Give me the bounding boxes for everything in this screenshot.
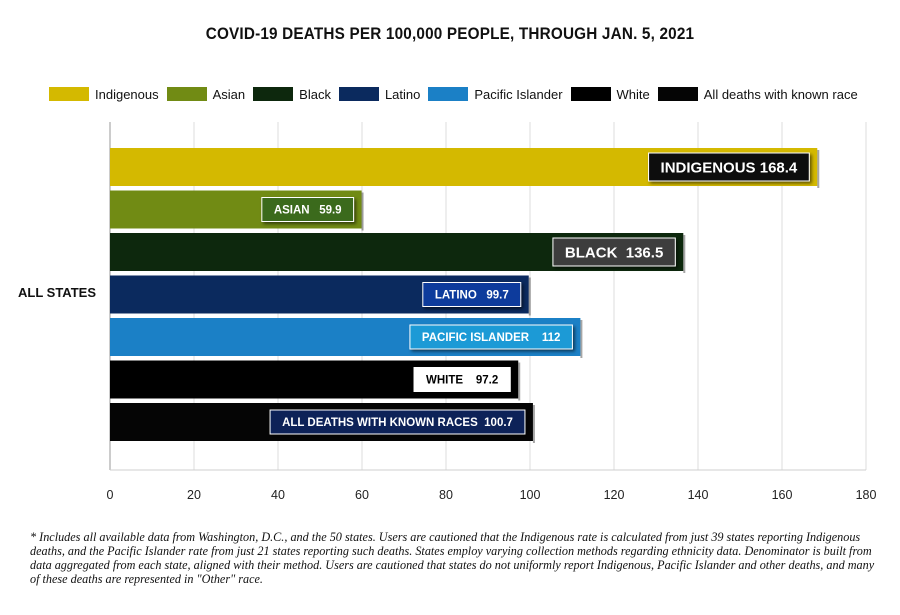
legend-item: Latino (338, 86, 421, 102)
x-tick-label: 120 (604, 488, 625, 502)
data-label-text: INDIGENOUS 168.4 (661, 159, 798, 176)
data-label-box (409, 324, 573, 350)
bar-chart: 0 20 40 60 80 100 120 140 160 180 INDIGENOUS 168.… (107, 122, 877, 502)
legend-label: White (616, 86, 650, 102)
data-label-box (422, 282, 522, 307)
data-label-box (648, 152, 810, 182)
x-tick-label: 180 (856, 488, 877, 502)
legend-swatch (428, 87, 469, 101)
data-label: PACIFIC ISLANDER 112 (409, 324, 573, 350)
x-tick-label: 100 (520, 488, 541, 502)
legend-label: Black (299, 86, 331, 102)
category-label: ALL STATES (18, 285, 96, 300)
data-label: INDIGENOUS 168.4 (648, 152, 810, 182)
footnote: * Includes all available data from Washi… (30, 530, 875, 586)
bar-shadow (817, 150, 820, 188)
legend-swatch (253, 87, 294, 101)
x-tick-label: 20 (187, 488, 201, 502)
legend-item: All deaths with known race (657, 86, 858, 102)
bar-shadow (580, 320, 583, 358)
x-tick-label: 60 (355, 488, 369, 502)
bar-shadow (528, 277, 531, 316)
legend-swatch (338, 87, 379, 101)
x-tick-label: 160 (772, 488, 793, 502)
data-label-box (269, 409, 526, 435)
legend-swatch (166, 87, 207, 101)
chart-title: COVID-19 DEATHS PER 100,000 PEOPLE, THRO… (205, 24, 695, 43)
data-label-text: BLACK 136.5 (565, 244, 663, 261)
data-label: ALL DEATHS WITH KNOWN RACES 100.7 (269, 409, 526, 435)
data-label: ASIAN 59.9 (261, 197, 355, 222)
data-label-text: ALL DEATHS WITH KNOWN RACES 100.7 (282, 417, 513, 429)
data-label: BLACK 136.5 (552, 237, 676, 267)
legend-item: Black (253, 87, 331, 102)
x-tick-label: 40 (271, 488, 285, 502)
legend: Indigenous Asian Black Latino Pacific Island… (49, 84, 866, 104)
legend-label: Asian (212, 86, 246, 102)
x-tick-label: 80 (439, 488, 453, 502)
data-label-box (261, 197, 355, 222)
data-label-box (552, 237, 676, 267)
x-tick-label: 0 (107, 488, 114, 502)
data-label-text: ASIAN 59.9 (274, 205, 342, 217)
data-label-box (413, 367, 511, 392)
bar-shadow (361, 192, 364, 231)
legend-swatch (49, 87, 89, 101)
x-axis: 0 20 40 60 80 100 120 140 160 180 (107, 469, 877, 502)
data-labels: INDIGENOUS 168.4 ASIAN 59.9 BLACK 136.5 LAT… (261, 152, 810, 435)
legend-item: Pacific Islander (428, 86, 563, 102)
data-label-text: LATINO 99.7 (435, 290, 509, 302)
data-label: WHITE 97.2 (413, 367, 511, 392)
x-tick-label: 140 (688, 488, 709, 502)
legend-label: Pacific Islander (474, 86, 563, 102)
legend-item: White (570, 86, 650, 102)
legend-label: Indigenous (95, 86, 159, 102)
legend-label: Latino (384, 86, 421, 102)
data-label: LATINO 99.7 (422, 282, 522, 307)
data-label-text: PACIFIC ISLANDER 112 (422, 332, 560, 344)
bar-shadow (518, 362, 521, 401)
data-label-text: WHITE 97.2 (426, 375, 498, 387)
legend-item: Indigenous (49, 87, 159, 102)
bar-shadow (532, 405, 535, 443)
legend-swatch (657, 87, 698, 101)
legend-label: All deaths with known race (703, 86, 858, 102)
legend-swatch (570, 87, 611, 101)
legend-item: Asian (166, 86, 246, 102)
bar-shadow (683, 235, 686, 273)
